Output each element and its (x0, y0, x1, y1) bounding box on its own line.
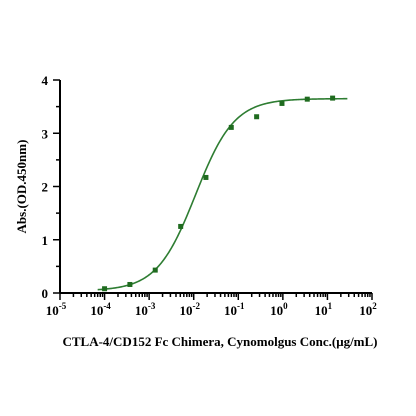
x-tick-label: 101 (315, 301, 333, 318)
y-tick-label: 2 (42, 180, 49, 195)
y-tick-label: 3 (42, 126, 49, 141)
y-tick-label: 1 (42, 233, 49, 248)
y-axis-title: Abs.(OD.450nm) (14, 140, 29, 234)
data-point (254, 114, 260, 120)
x-tick-label: 10-1 (224, 301, 245, 318)
data-point (127, 281, 133, 287)
axes (59, 80, 372, 294)
y-tick-label: 0 (42, 286, 49, 301)
x-tick-label: 10-4 (90, 301, 111, 318)
data-point (330, 95, 336, 101)
x-axis-title: CTLA-4/CD152 Fc Chimera, Cynomolgus Conc… (62, 334, 377, 349)
x-tick-label: 10-3 (135, 301, 156, 318)
data-point (279, 100, 285, 106)
y-axis-ticks: 0 1 2 3 4 (42, 73, 60, 301)
x-tick-label: 10-5 (46, 301, 67, 318)
x-tick-label: 10-2 (179, 301, 200, 318)
fit-curve (97, 97, 348, 291)
data-point (304, 96, 310, 102)
data-point (203, 174, 209, 180)
data-point (102, 286, 108, 292)
x-axis-ticks: 10-5 10-4 10-3 10-2 10-1 100 101 102 (46, 293, 377, 318)
x-tick-label: 100 (270, 301, 288, 318)
data-point (228, 124, 234, 130)
data-point (152, 267, 158, 273)
x-tick-label: 102 (359, 301, 377, 318)
data-point (178, 223, 184, 229)
y-tick-label: 4 (42, 73, 49, 88)
data-points (102, 95, 336, 292)
